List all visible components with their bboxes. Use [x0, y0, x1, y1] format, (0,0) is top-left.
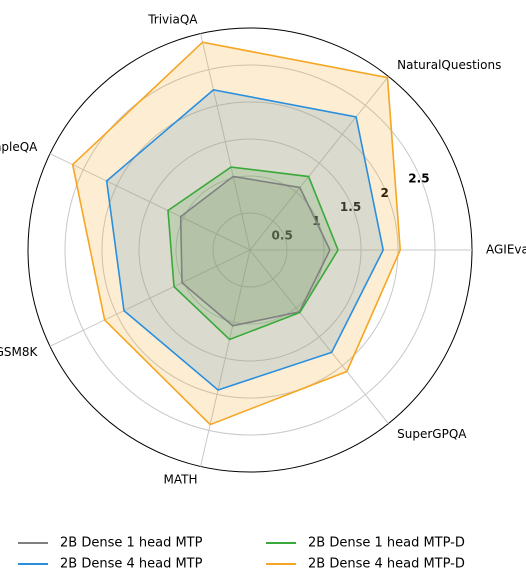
- series-area: [106, 89, 384, 390]
- spoke: [200, 249, 251, 467]
- legend-label: 2B Dense 1 head MTP: [60, 536, 203, 551]
- legend-label: 2B Dense 1 head MTP-D: [308, 536, 465, 551]
- series-area: [167, 167, 339, 340]
- spoke: [249, 249, 389, 424]
- legend-label: 2B Dense 4 head MTP-D: [308, 557, 465, 572]
- category-label: simpleQA: [0, 140, 38, 154]
- r-tick-label: 0.5: [272, 228, 293, 242]
- category-label: GSM8K: [0, 345, 38, 359]
- series-line: [71, 41, 402, 426]
- spoke: [49, 249, 251, 347]
- category-label: TriviaQA: [147, 12, 198, 26]
- r-tick-label: 1.5: [340, 200, 361, 214]
- r-tick-label: 2.5: [408, 172, 429, 186]
- spoke: [249, 76, 389, 251]
- series-area: [180, 176, 330, 326]
- series-area: [72, 42, 401, 425]
- r-tick-label: 2: [381, 186, 389, 200]
- series-line: [105, 88, 384, 391]
- series-line: [167, 166, 339, 341]
- spoke: [49, 153, 251, 251]
- category-label: MATH: [164, 473, 198, 487]
- legend-label: 2B Dense 4 head MTP: [60, 557, 203, 572]
- spoke: [200, 33, 251, 251]
- series-line: [179, 175, 331, 327]
- category-label: AGIEval-en: [486, 243, 526, 257]
- category-label: NaturalQuestions: [397, 58, 501, 72]
- category-label: SuperGPQA: [397, 427, 467, 441]
